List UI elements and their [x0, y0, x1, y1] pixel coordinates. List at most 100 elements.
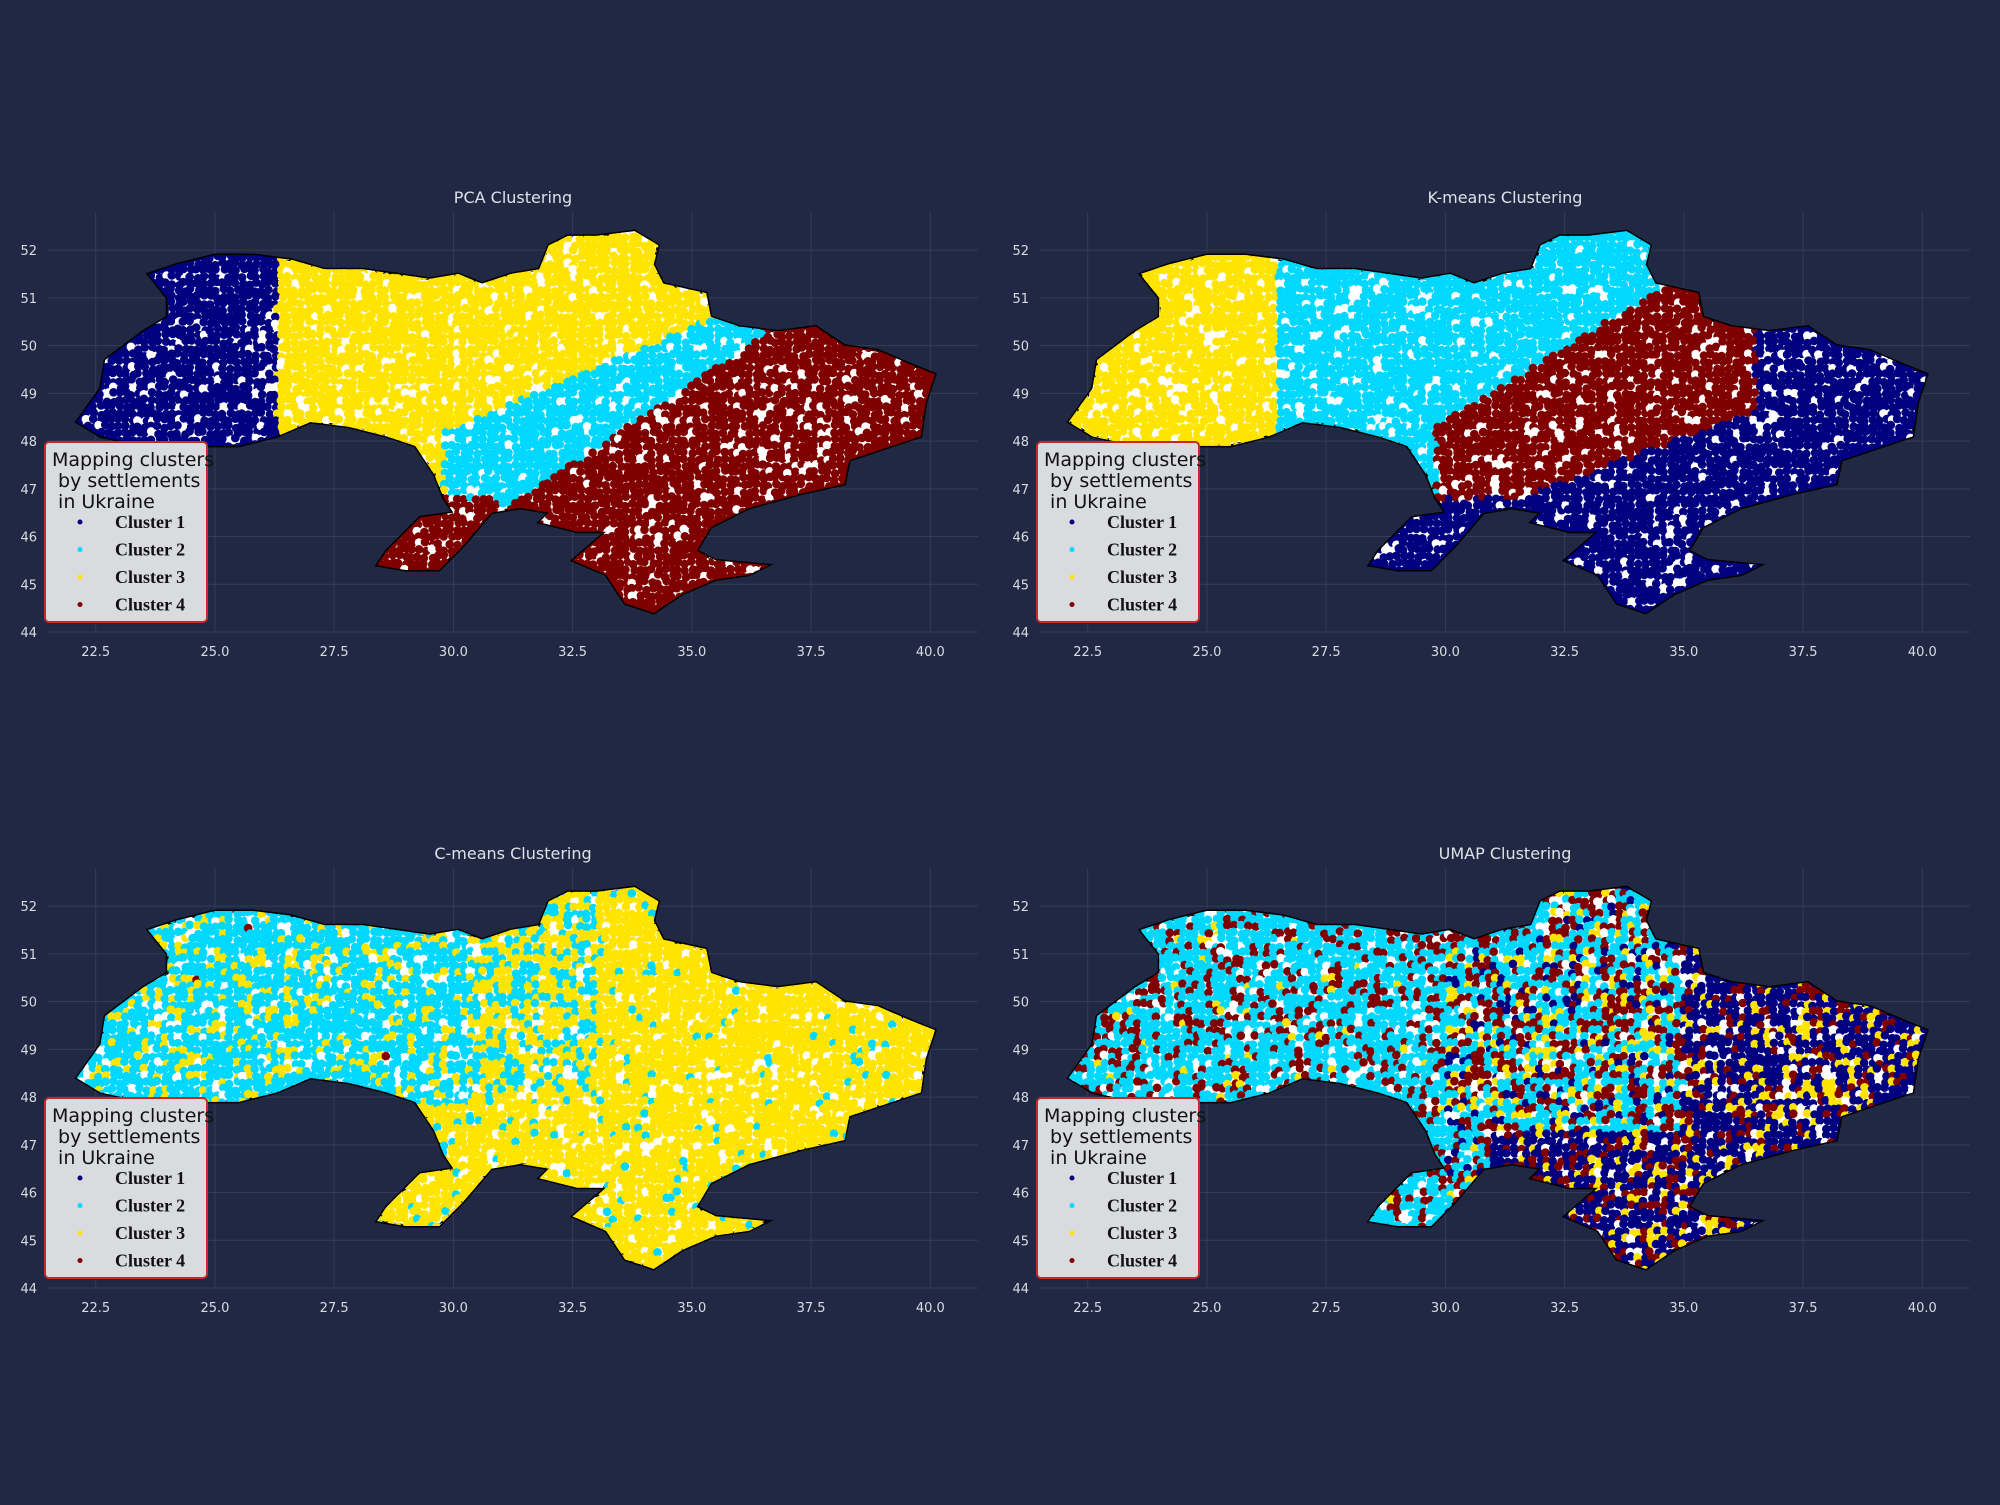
settlement-point — [263, 277, 273, 287]
settlement-point — [341, 519, 351, 529]
settlement-point — [516, 292, 526, 302]
settlement-point — [485, 414, 495, 424]
settlement-point — [344, 513, 353, 523]
settlement-point — [354, 247, 363, 256]
settlement-point — [283, 344, 292, 353]
settlement-point — [382, 558, 392, 568]
settlement-point — [76, 306, 78, 316]
settlement-point — [256, 317, 266, 326]
settlement-point — [76, 382, 79, 392]
settlement-point — [324, 565, 334, 575]
settlement-point — [90, 377, 99, 387]
settlement-point — [354, 231, 364, 237]
settlement-point — [425, 364, 435, 373]
settlement-point — [271, 278, 280, 288]
x-tick-label: 30.0 — [439, 645, 468, 660]
y-tick-label: 50 — [20, 340, 37, 355]
settlement-point — [96, 240, 105, 250]
settlement-point — [517, 241, 526, 250]
settlement-point — [134, 277, 144, 287]
settlement-point — [87, 266, 97, 275]
settlement-point — [218, 454, 227, 463]
settlement-point — [324, 304, 333, 313]
settlement-point — [318, 253, 328, 262]
settlement-point — [310, 571, 319, 580]
settlement-point — [432, 384, 441, 393]
settlement-point — [232, 329, 241, 339]
settlement-point — [380, 383, 390, 392]
settlement-point — [251, 553, 261, 563]
settlement-point — [464, 545, 474, 555]
settlement-point — [524, 260, 534, 270]
settlement-point — [532, 591, 541, 600]
settlement-point — [510, 566, 519, 575]
settlement-point — [297, 240, 306, 249]
settlement-point — [400, 518, 410, 527]
settlement-point — [452, 488, 462, 498]
settlement-point — [458, 474, 468, 484]
settlement-point — [357, 591, 367, 600]
settlement-point — [376, 498, 386, 508]
settlement-point — [448, 433, 458, 443]
settlement-point — [81, 362, 90, 371]
settlement-point — [284, 589, 294, 599]
settlement-point — [159, 382, 169, 391]
settlement-point — [341, 441, 351, 450]
settlement-point — [284, 247, 294, 256]
settlement-point — [511, 511, 520, 521]
settlement-point — [152, 421, 162, 430]
settlement-point — [76, 429, 77, 439]
settlement-point — [278, 553, 287, 563]
settlement-point — [492, 566, 501, 575]
settlement-point — [309, 505, 319, 514]
settlement-point — [134, 259, 144, 269]
settlement-point — [387, 590, 397, 599]
settlement-point — [380, 329, 389, 339]
settlement-point — [354, 505, 364, 515]
settlement-point — [438, 277, 448, 287]
settlement-point — [427, 605, 437, 613]
settlement-point — [309, 429, 319, 438]
settlement-point — [361, 323, 370, 332]
settlement-point — [218, 434, 227, 444]
settlement-point — [103, 241, 113, 250]
settlement-point — [356, 492, 366, 501]
settlement-point — [473, 252, 482, 262]
settlement-point — [205, 344, 215, 354]
settlement-point — [439, 376, 449, 386]
settlement-point — [102, 235, 112, 244]
settlement-point — [409, 611, 418, 613]
settlement-point — [493, 513, 503, 523]
settlement-point — [139, 298, 149, 307]
settlement-point — [413, 231, 423, 238]
settlement-point — [219, 505, 228, 515]
settlement-point — [525, 564, 535, 574]
settlement-point — [487, 246, 497, 256]
settlement-point — [361, 247, 370, 256]
settlement-point — [544, 531, 554, 540]
settlement-point — [258, 499, 267, 509]
settlement-point — [498, 603, 507, 613]
settlement-point — [413, 508, 422, 517]
settlement-point — [324, 545, 333, 554]
settlement-point — [290, 291, 299, 300]
settlement-point — [569, 609, 578, 613]
settlement-point — [368, 494, 377, 503]
settlement-point — [355, 420, 364, 430]
settlement-point — [504, 609, 513, 613]
settlement-point — [355, 460, 364, 469]
settlement-point — [493, 558, 503, 567]
settlement-point — [388, 260, 398, 269]
settlement-point — [321, 241, 331, 251]
settlement-point — [381, 584, 391, 594]
settlement-point — [381, 455, 390, 465]
settlement-point — [551, 546, 561, 556]
settlement-point — [309, 338, 318, 347]
settlement-point — [374, 472, 384, 482]
settlement-point — [350, 553, 359, 562]
settlement-point — [349, 467, 358, 476]
settlement-point — [276, 564, 286, 573]
settlement-point — [497, 234, 506, 244]
settlement-point — [259, 232, 268, 241]
settlement-point — [439, 611, 449, 613]
